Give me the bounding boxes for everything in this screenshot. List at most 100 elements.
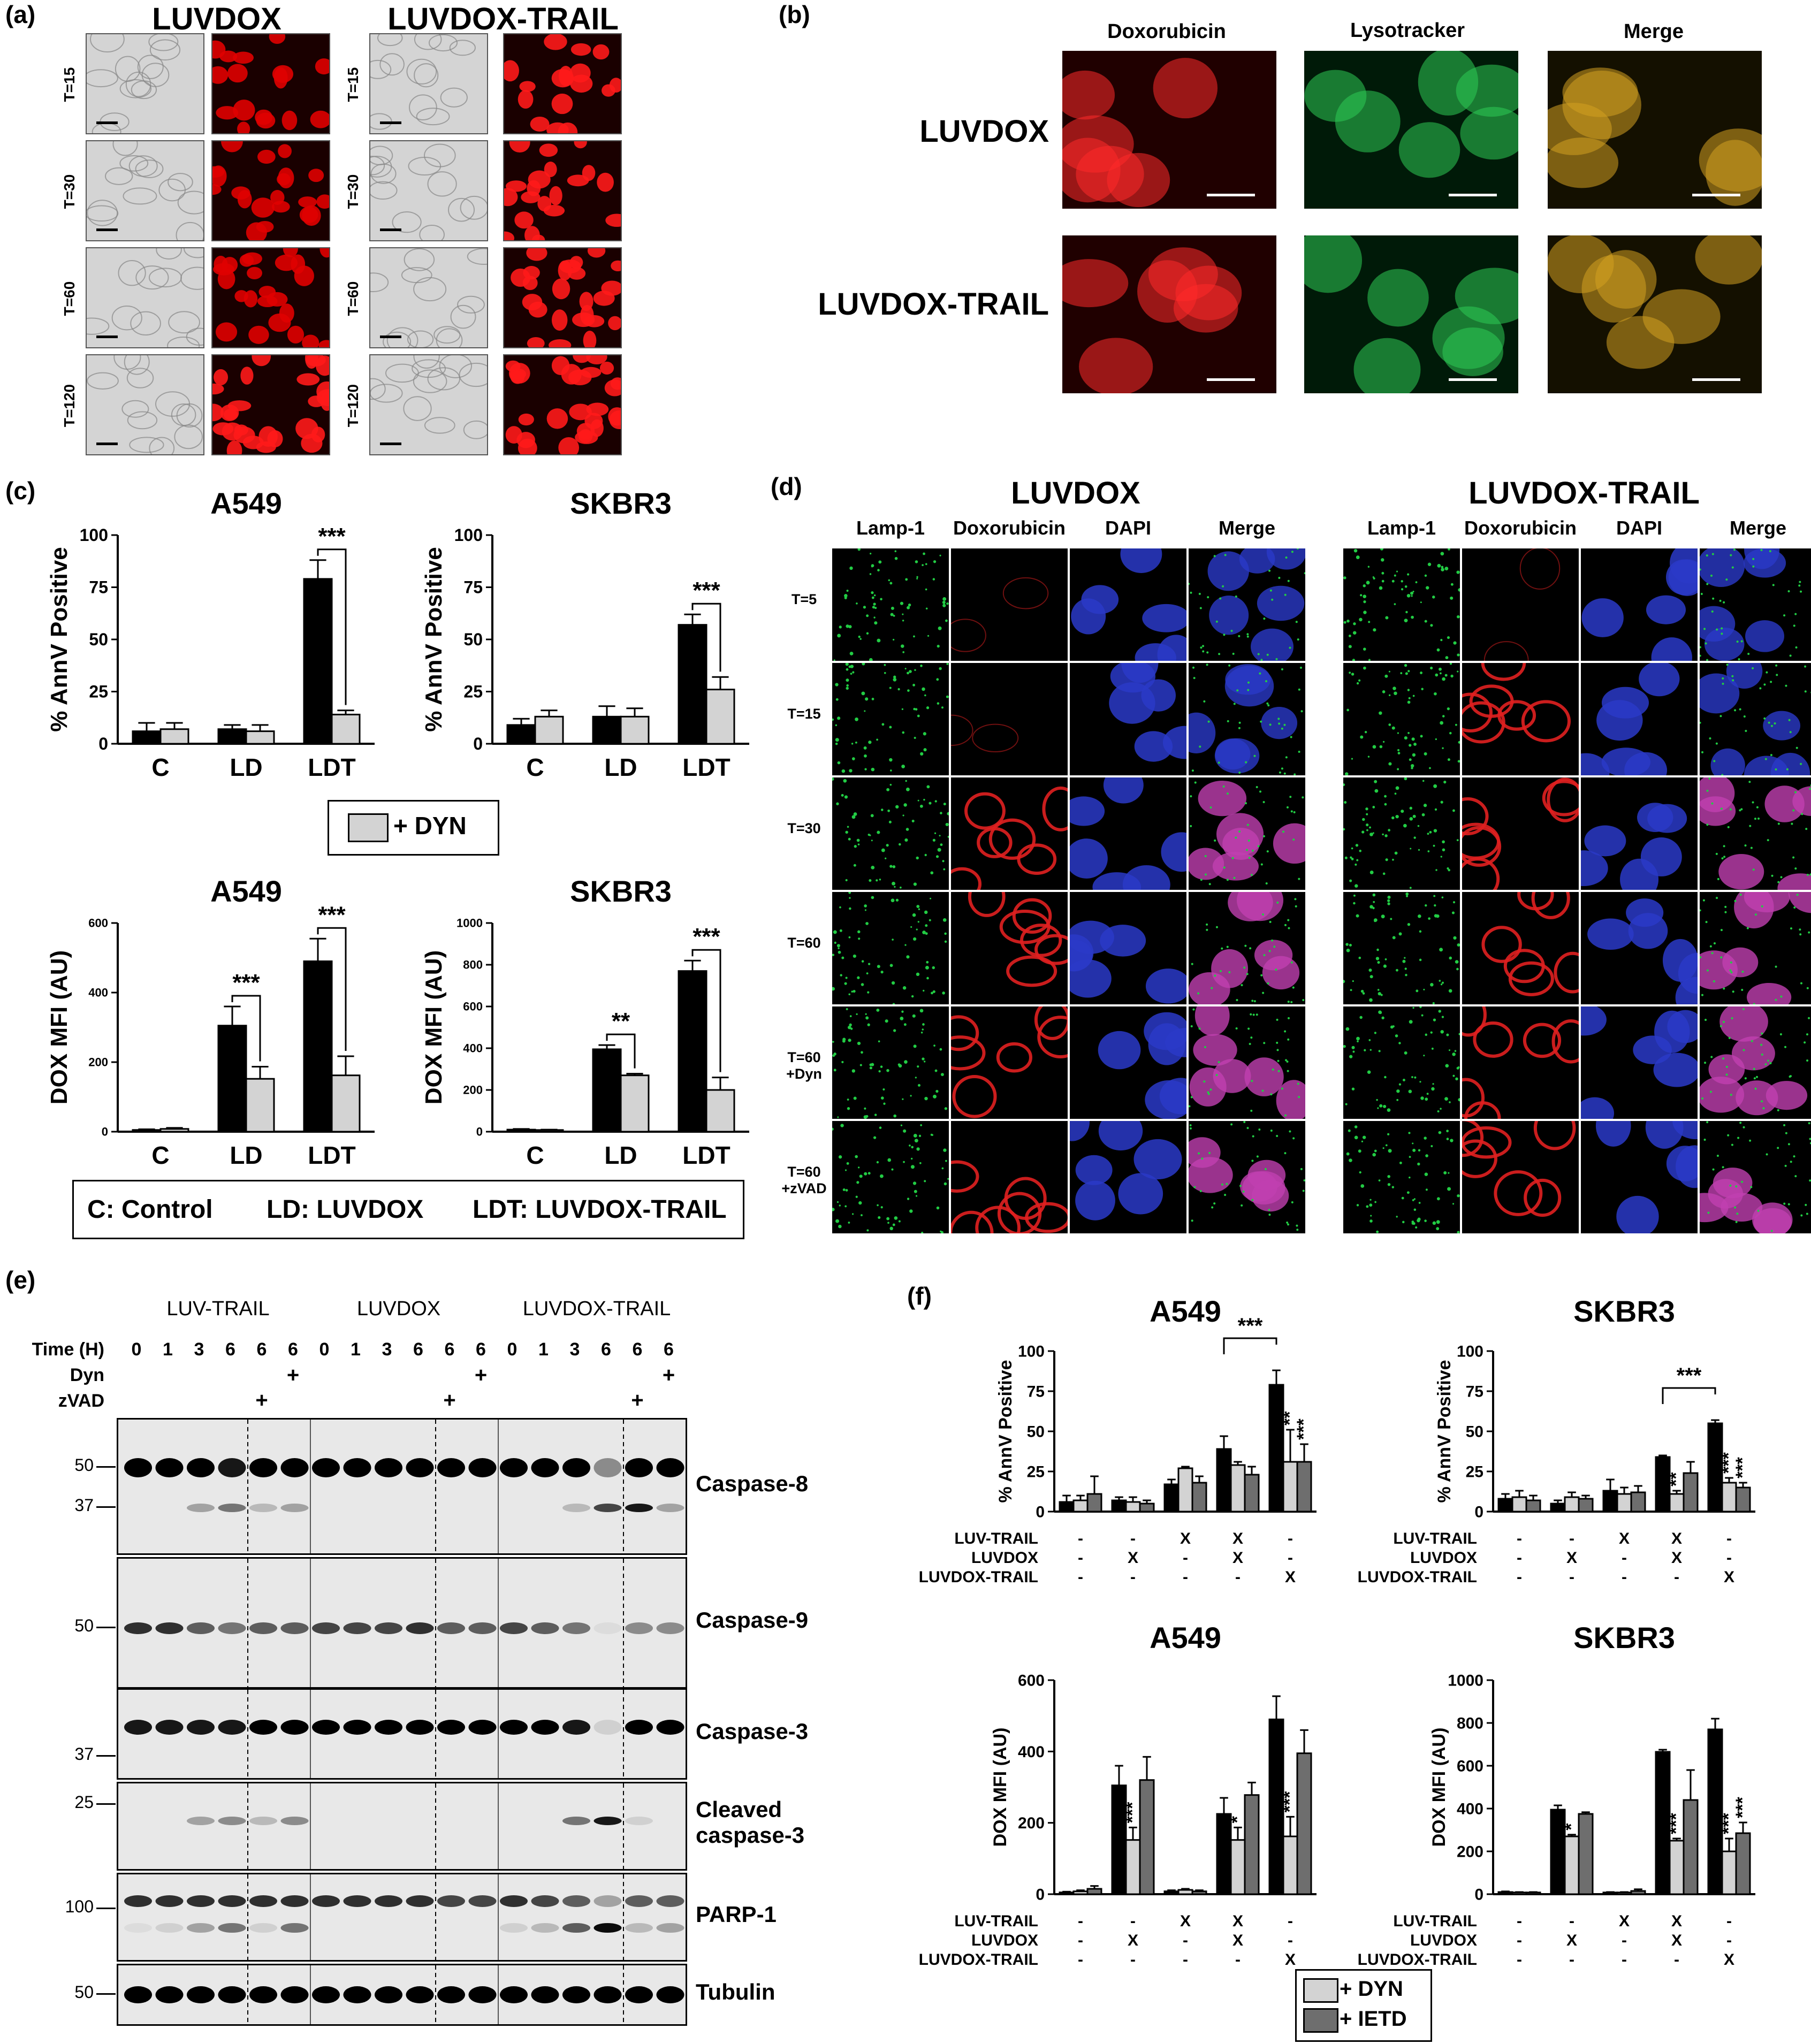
y-tick-label: 25: [463, 682, 483, 701]
dapi-image: [1070, 777, 1186, 890]
condition-label: LUV-TRAIL: [954, 1530, 1038, 1547]
y-tick-label: 600: [1018, 1672, 1045, 1690]
y-tick-label: 100: [1457, 1343, 1483, 1361]
bar: [620, 1074, 650, 1133]
time-value: 6: [601, 1339, 611, 1360]
condition-label: LUVDOX: [971, 1932, 1038, 1949]
panel-a-group-luvdox: LUVDOX: [152, 2, 281, 36]
time-value: 6: [632, 1339, 643, 1360]
bar: [1191, 1482, 1207, 1513]
dapi-image: [1070, 1006, 1186, 1119]
y-tick-label: 75: [1466, 1383, 1483, 1401]
doxorubicin-micrograph: [211, 33, 330, 134]
condition-mark: -: [1517, 1549, 1522, 1567]
y-axis-label: % AnnV Positive: [46, 547, 72, 732]
condition-mark: -: [1130, 1530, 1136, 1547]
chart-svg: SKBR3 DOX MFI (AU) 0 200 400 600 800 1000 C LD LDT…: [421, 874, 749, 1169]
bar: [1511, 1496, 1527, 1513]
condition-mark: -: [1288, 1912, 1293, 1930]
condition-mark: X: [1671, 1530, 1682, 1547]
condition-mark: X: [1671, 1912, 1682, 1930]
bar: [1244, 1474, 1260, 1513]
blot-protein-label: Caspase-9: [696, 1607, 809, 1633]
significance-stars: **: [612, 1008, 630, 1034]
bar: [331, 713, 361, 745]
molecular-weight-marker: 37: [74, 1744, 94, 1764]
condition-mark: -: [1622, 1549, 1627, 1567]
y-tick-label: 75: [89, 578, 108, 597]
condition-mark: -: [1078, 1530, 1083, 1547]
x-category-label: C: [526, 1141, 544, 1169]
chart-svg: A549 % AnnV Positive 0 25 50 75 100 C LD LDT ***: [46, 486, 375, 781]
merge-image: [1700, 777, 1811, 890]
y-tick-label: 200: [88, 1056, 108, 1069]
bar: [1655, 1456, 1671, 1513]
doxorubicin-image: [1462, 548, 1579, 661]
blot-protein-label: Caspase-8: [696, 1471, 809, 1496]
bar: [1669, 1840, 1685, 1895]
condition-label: LUVDOX: [1410, 1549, 1477, 1567]
y-tick-label: 200: [1457, 1843, 1483, 1861]
bar: [678, 624, 707, 745]
time-value: 6: [476, 1339, 486, 1360]
panel-b-row-luvdox-trail: LUVDOX-TRAIL: [818, 287, 1049, 322]
x-category-label: LDT: [682, 1141, 730, 1169]
y-axis-label: % AnnV Positive: [995, 1360, 1016, 1503]
time-value: 6: [413, 1339, 423, 1360]
condition-label: LUVDOX-TRAIL: [919, 1951, 1038, 1969]
chart-svg: SKBR3% AnnV Positive0255075100**********…: [1358, 1294, 1755, 1586]
panel-label-c: (c): [5, 477, 36, 505]
lamp1-image: [1343, 1006, 1460, 1119]
bar: [1707, 1422, 1723, 1513]
bar: [705, 689, 735, 745]
abbrev-control: C: Control: [87, 1195, 213, 1224]
lamp1-image: [832, 663, 949, 775]
time-value: 1: [163, 1339, 173, 1360]
timepoint-label: T=15: [345, 67, 361, 102]
condition-mark: -: [1130, 1951, 1136, 1969]
condition-mark: -: [1288, 1530, 1293, 1547]
panel-b-col-lysotracker: Lysotracker: [1350, 19, 1465, 42]
chart-f-annv-skbr3: SKBR3% AnnV Positive 0 25 50 75 100 ** *** *** **…: [1349, 1290, 1777, 1613]
lamp1-image: [832, 1121, 949, 1233]
bar: [159, 728, 189, 745]
bar: [1630, 1890, 1646, 1895]
timepoint-label: T=60: [345, 281, 361, 316]
western-blot-membrane: [117, 1557, 687, 1689]
legend-label-dyn-f: + DYN: [1340, 1977, 1403, 2001]
bar: [1578, 1813, 1594, 1895]
chart-title: A549: [210, 874, 282, 908]
bar: [1216, 1813, 1232, 1895]
significance-stars: **: [1666, 1472, 1686, 1486]
blot-protein-label: Caspase-3: [696, 1718, 809, 1744]
scale-bar: [1207, 378, 1255, 381]
legend-label-dyn: + DYN: [393, 812, 467, 840]
panel-d-row-label: T=60 +zVAD: [781, 1164, 827, 1196]
lysotracker-image: [1304, 235, 1518, 393]
y-tick-label: 25: [1466, 1463, 1483, 1481]
significance-stars: ***: [1280, 1791, 1300, 1812]
y-tick-label: 0: [1474, 1504, 1483, 1521]
significance-stars: ***: [232, 970, 260, 996]
condition-mark: X: [1232, 1932, 1243, 1949]
significance-bracket: [606, 1033, 636, 1069]
merge-image: [1189, 1121, 1305, 1233]
merge-image: [1189, 892, 1305, 1004]
y-tick-label: 800: [463, 958, 483, 972]
significance-stars: ***: [1718, 1813, 1739, 1834]
time-value: 6: [225, 1339, 235, 1360]
chart-svg: A549% AnnV Positive0255075100********LUV…: [919, 1294, 1317, 1586]
panel-d-col-header: DAPI: [1105, 517, 1151, 539]
timepoint-label: T=60: [61, 281, 78, 316]
significance-stars: ***: [1732, 1797, 1753, 1818]
time-value: 1: [351, 1339, 361, 1360]
western-blot-membrane: [117, 1688, 687, 1780]
condition-mark: -: [1288, 1549, 1293, 1567]
dyn-mark: +: [286, 1363, 300, 1387]
panel-label-a: (a): [5, 1, 36, 28]
blot-protein-label: Cleaved caspase-3: [696, 1797, 805, 1848]
dapi-image: [1581, 777, 1698, 890]
bar: [1564, 1496, 1580, 1513]
dyn-mark: +: [662, 1363, 675, 1387]
bar: [1564, 1835, 1580, 1895]
